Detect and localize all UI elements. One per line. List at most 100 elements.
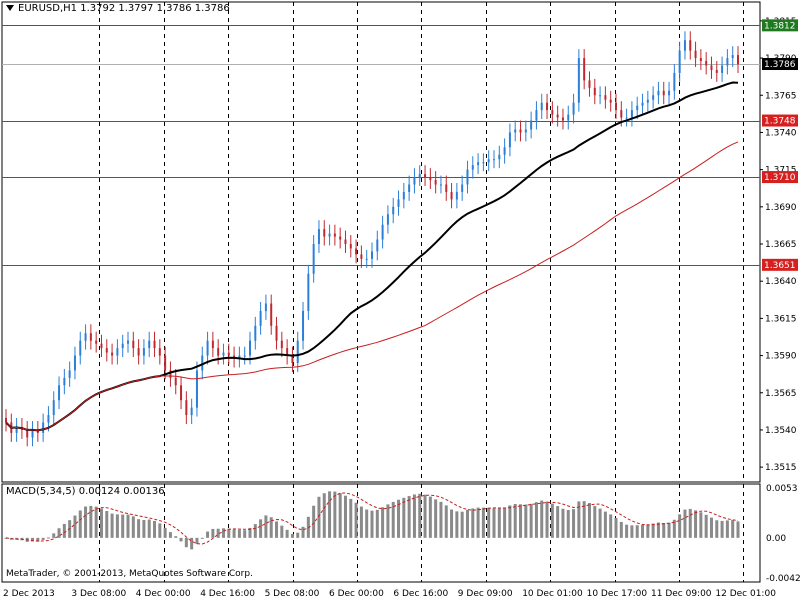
candle-body [477, 162, 480, 166]
candle-body [307, 273, 310, 311]
macd-bar [460, 511, 464, 538]
macd-bar [678, 514, 682, 538]
candle-body [434, 180, 437, 185]
macd-bar [264, 515, 268, 538]
candle-body [355, 248, 358, 255]
x-tick-label: 5 Dec 08:00 [265, 589, 320, 599]
macd-bar [248, 527, 252, 538]
candle-body [349, 244, 352, 249]
candle-body [466, 169, 469, 185]
candle-body [275, 325, 278, 341]
candle-body [615, 102, 617, 111]
candle-body [328, 233, 331, 237]
candle-body [132, 340, 135, 349]
candle-body [418, 174, 421, 178]
candle-body [652, 95, 655, 100]
macd-bar [550, 503, 554, 538]
candle-body [715, 69, 718, 73]
y-tick-label: 1.3665 [765, 240, 797, 250]
candle-body [254, 325, 257, 341]
macd-bar [158, 523, 162, 538]
price-label-box [762, 58, 798, 71]
macd-bar [593, 506, 597, 538]
macd-bar [614, 518, 618, 538]
candle-body [360, 254, 363, 259]
candle-body [195, 370, 198, 408]
macd-bar [646, 524, 650, 538]
macd-bar [476, 507, 480, 538]
macd-bar [359, 506, 363, 538]
y-tick-label: 1.3715 [765, 166, 797, 176]
macd-bar [259, 519, 263, 538]
macd-bar [683, 509, 687, 538]
candle-body [164, 355, 167, 371]
candle-body [678, 50, 681, 73]
candle-body [498, 154, 501, 160]
price-label-box [762, 19, 798, 32]
macd-bar [503, 507, 507, 538]
candle-body [111, 352, 114, 356]
macd-bar [391, 501, 395, 538]
candle-body [535, 110, 538, 121]
candle-body [365, 258, 368, 260]
candle-body [280, 340, 283, 349]
macd-bar [89, 505, 93, 538]
x-tick-label: 4 Dec 16:00 [200, 589, 255, 599]
candle-body [381, 224, 384, 240]
macd-bar [46, 537, 50, 539]
macd-bar [200, 537, 204, 539]
macd-bar [709, 517, 713, 538]
candle-body [551, 110, 554, 115]
candle-body [153, 340, 156, 349]
price-label: 1.3786 [764, 60, 796, 70]
macd-bar [163, 527, 167, 538]
macd-bar [487, 507, 491, 538]
macd-bar [206, 531, 210, 538]
candle-body [243, 355, 246, 357]
y-tick-label: 1.3765 [765, 91, 797, 101]
candle-body [455, 191, 458, 200]
macd-bar [211, 528, 215, 538]
candle-body [52, 400, 55, 416]
macd-bar [131, 516, 135, 538]
macd-bar [434, 499, 438, 538]
macd-bar [508, 505, 512, 538]
candle-body [386, 214, 389, 225]
candle-body [158, 348, 161, 356]
macd-bar [465, 509, 469, 538]
macd-bar [572, 509, 576, 538]
candle-body [259, 310, 262, 326]
macd-bar [322, 493, 326, 538]
x-tick-label: 10 Dec 17:00 [587, 589, 648, 599]
macd-bar [598, 508, 602, 538]
candle-body [699, 58, 702, 62]
y-tick-label: 1.3590 [765, 352, 797, 362]
candle-body [567, 114, 570, 121]
macd-bar [444, 505, 448, 538]
price-label-box [762, 258, 798, 271]
y-tick-label: 1.3615 [765, 314, 797, 324]
macd-bar [672, 519, 676, 538]
y-tick-label: 1.3690 [765, 203, 797, 213]
candle-body [201, 355, 204, 371]
high-value: 1.3797 [118, 3, 154, 14]
macd-bar [481, 507, 485, 538]
candle-body [95, 340, 98, 344]
candle-body [31, 429, 34, 438]
candle-body [5, 418, 7, 423]
candle-body [662, 90, 665, 96]
macd-bar [317, 496, 321, 538]
close-value: 1.3786 [194, 3, 230, 14]
macd-bar [688, 508, 692, 538]
macd-bar [524, 504, 528, 538]
candle-body [721, 65, 724, 73]
candle-body [408, 184, 411, 192]
candle-body [58, 385, 61, 401]
macd-bar [168, 532, 172, 538]
macd-bar [78, 510, 82, 538]
x-tick-label: 9 Dec 09:00 [458, 589, 513, 599]
dropdown-triangle-icon[interactable] [6, 5, 14, 11]
candle-body [174, 377, 177, 386]
